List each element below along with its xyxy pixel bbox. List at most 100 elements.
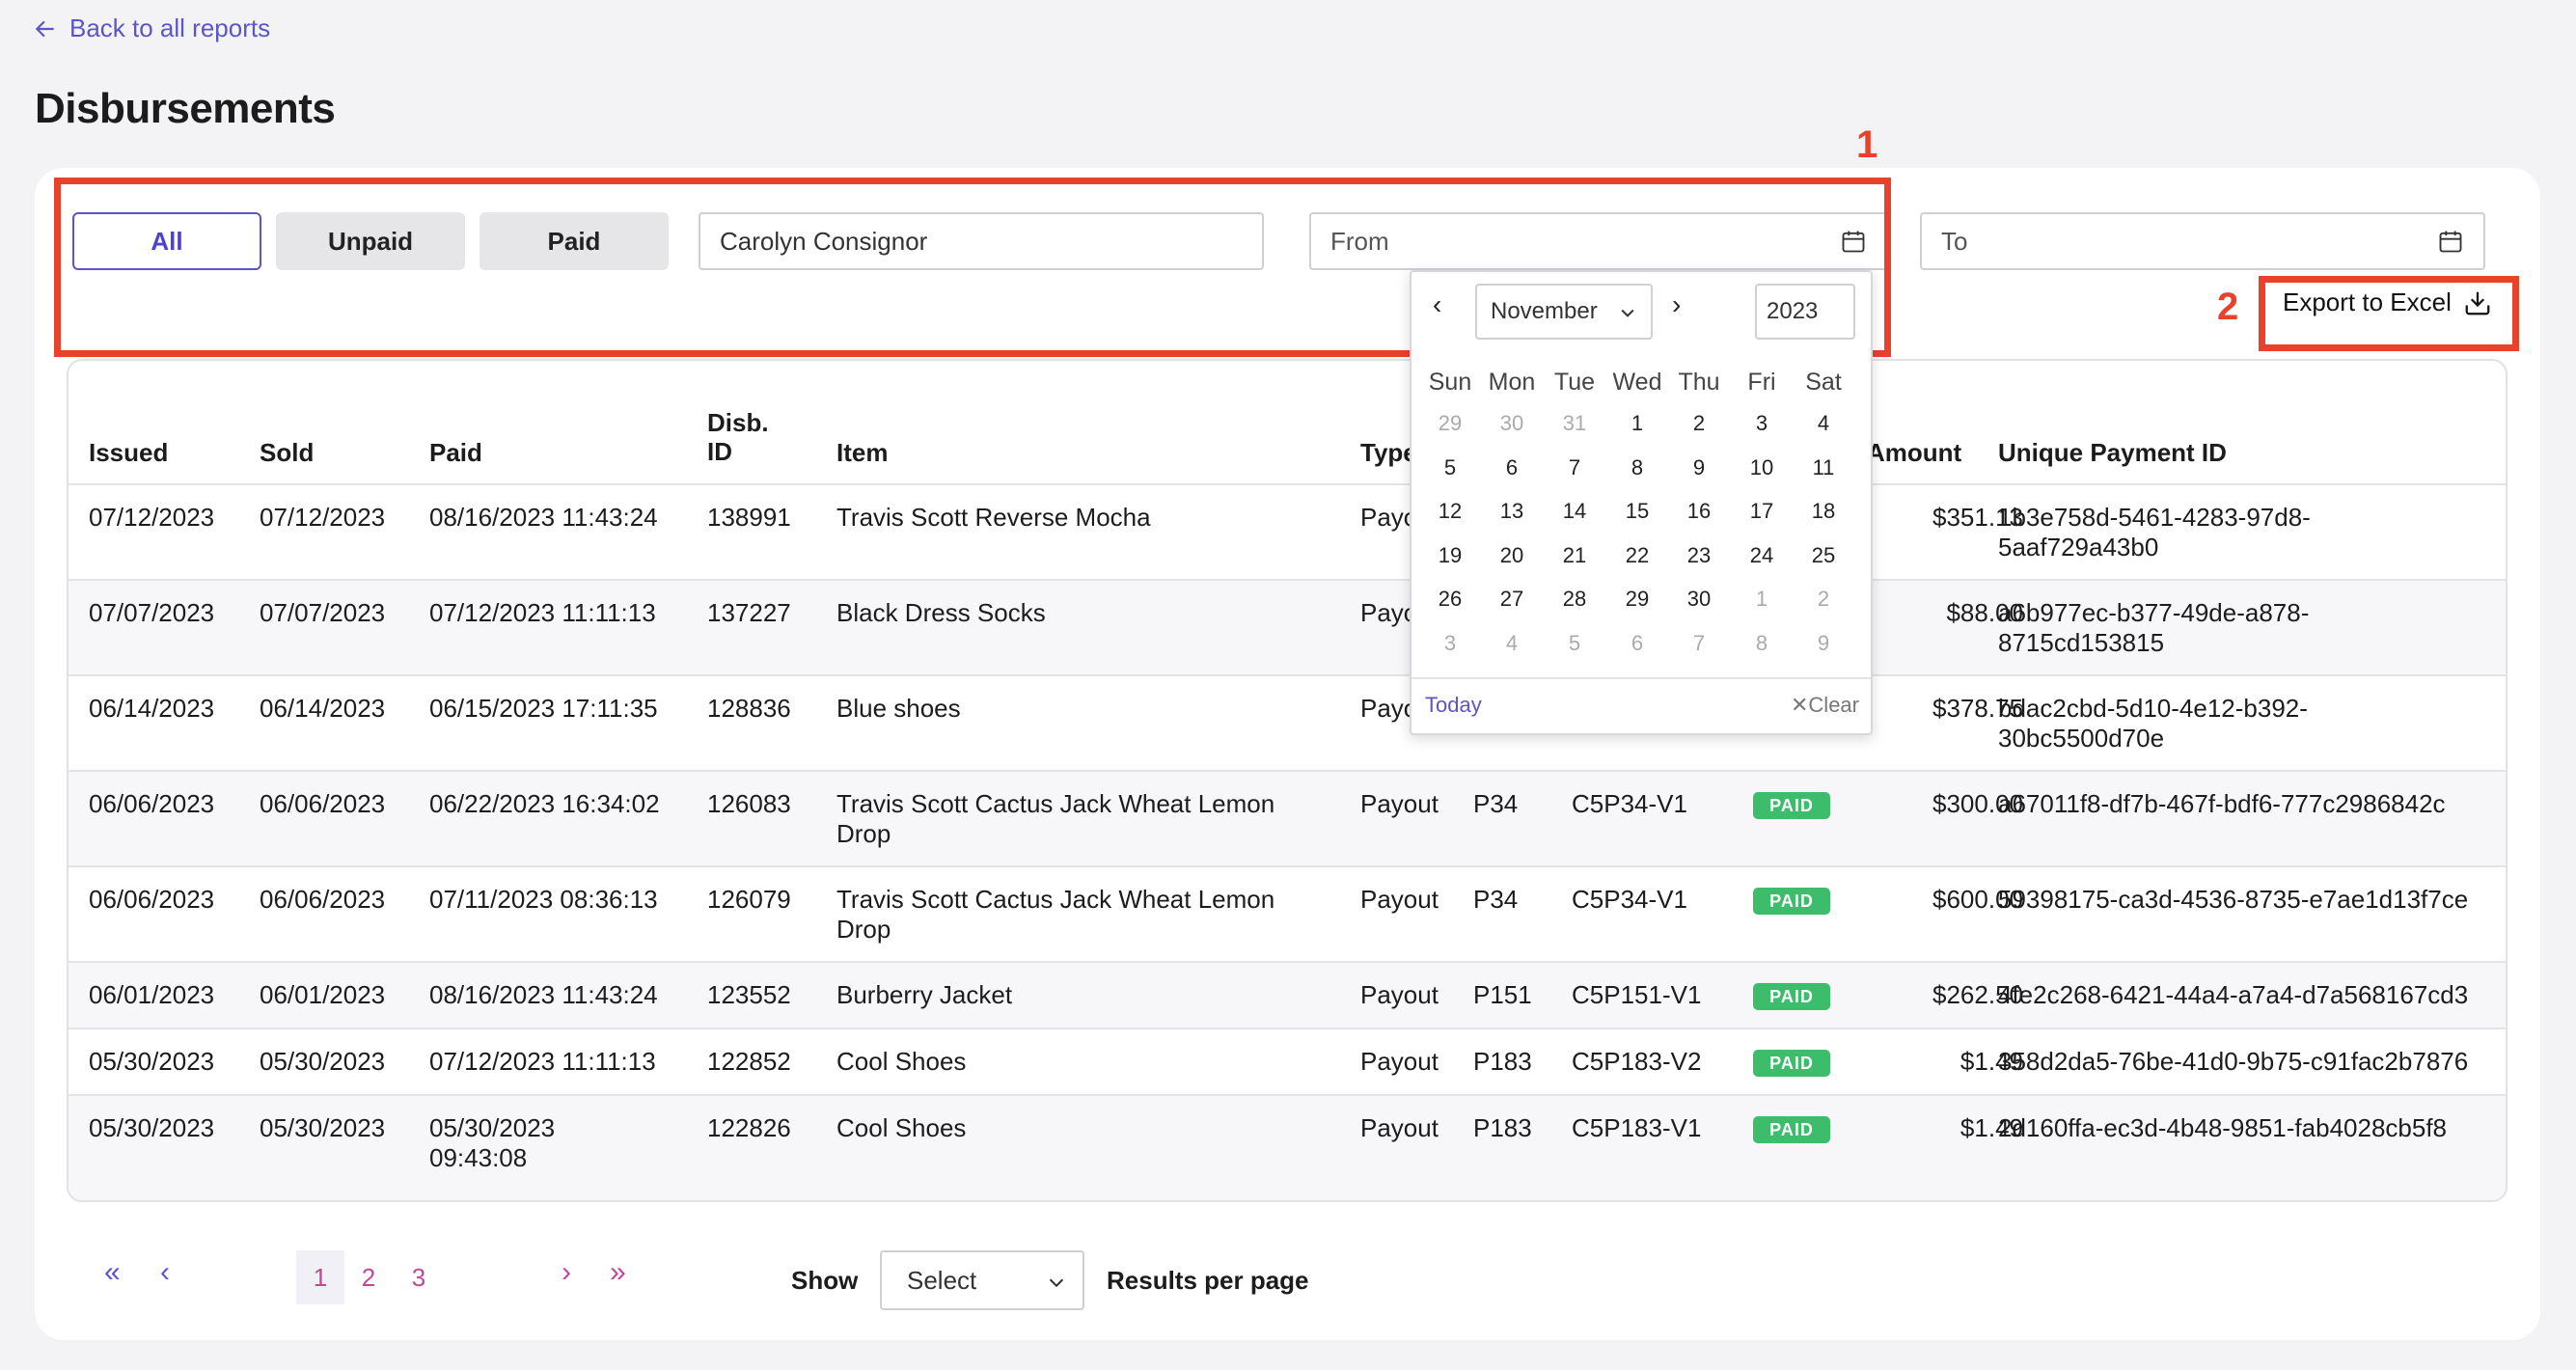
first-page-icon[interactable]: « — [104, 1256, 121, 1288]
calendar-day[interactable]: 8 — [1631, 454, 1644, 480]
year-input[interactable]: 2023 — [1755, 284, 1855, 340]
calendar-day[interactable]: 2 — [1817, 587, 1830, 611]
calendar-day[interactable]: 30 — [1686, 587, 1712, 611]
calendar-day[interactable]: 9 — [1692, 454, 1706, 480]
cell-amount-text: $88.00 — [1946, 598, 2023, 627]
filter-unpaid-button[interactable]: Unpaid — [276, 212, 465, 270]
calendar-day[interactable]: 21 — [1562, 542, 1587, 567]
calendar-day[interactable]: 8 — [1755, 630, 1768, 655]
cell-sold: 05/30/2023 — [260, 1047, 385, 1077]
calendar-day[interactable]: 22 — [1625, 542, 1650, 567]
cell-item: Cool Shoes — [836, 1113, 966, 1143]
header-issued[interactable]: Issued — [89, 438, 169, 467]
chevron-down-icon — [1049, 1278, 1064, 1288]
header-paid[interactable]: Paid — [429, 438, 482, 467]
cell-code: P183 — [1473, 1113, 1532, 1143]
cell-sku: C5P34-V1 — [1572, 789, 1687, 819]
calendar-day[interactable]: 29 — [1438, 411, 1463, 435]
back-link[interactable]: Back to all reports — [33, 14, 270, 43]
header-type[interactable]: Type — [1360, 438, 1417, 467]
page-1-button[interactable]: 1 — [296, 1250, 344, 1304]
calendar-day[interactable]: 24 — [1749, 542, 1774, 567]
annotation-label-1: 1 — [1856, 123, 1878, 166]
cell-uid-text: a67011f8-df7b-467f-bdf6-777c2986842c — [1998, 789, 2446, 818]
calendar-day[interactable]: 30 — [1499, 411, 1524, 435]
cell-amount-text: $1.49 — [1959, 1113, 2023, 1142]
header-disb-id-line2: ID — [707, 437, 732, 466]
calendar-day[interactable]: 9 — [1817, 630, 1830, 655]
calendar-day[interactable]: 5 — [1443, 454, 1457, 480]
annotation-box-2 — [2259, 276, 2519, 351]
calendar-day[interactable]: 1 — [1631, 411, 1644, 435]
cell-sold-text: 06/14/2023 — [260, 694, 386, 723]
calendar-day[interactable]: 6 — [1505, 454, 1519, 480]
calendar-day[interactable]: 20 — [1499, 542, 1524, 567]
calendar-day[interactable]: 3 — [1755, 411, 1768, 435]
calendar-day[interactable]: 23 — [1686, 542, 1712, 567]
to-date-input[interactable]: To — [1920, 212, 2485, 270]
calendar-day[interactable]: 7 — [1692, 630, 1706, 655]
calendar-day[interactable]: 19 — [1438, 542, 1463, 567]
calendar-day[interactable]: 7 — [1568, 454, 1581, 480]
status-badge: PAID — [1753, 983, 1830, 1010]
calendar-day[interactable]: 17 — [1749, 499, 1774, 523]
export-excel-button[interactable]: Export to Excel — [2283, 288, 2494, 317]
calendar-day[interactable]: 14 — [1562, 499, 1587, 523]
calendar-day[interactable]: 10 — [1749, 454, 1774, 480]
from-date-input[interactable]: From — [1309, 212, 1888, 270]
calendar-icon[interactable] — [2437, 228, 2464, 255]
filter-all-button[interactable]: All — [72, 212, 261, 270]
calendar-day[interactable]: 2 — [1692, 411, 1706, 435]
last-page-icon[interactable]: » — [610, 1256, 626, 1288]
calendar-day[interactable]: 11 — [1812, 454, 1835, 480]
calendar-day[interactable]: 29 — [1625, 587, 1650, 611]
header-unique-payment-id[interactable]: Unique Payment ID — [1998, 438, 2227, 467]
calendar-day[interactable]: 25 — [1811, 542, 1836, 567]
today-button[interactable]: Today — [1425, 693, 1482, 717]
calendar-day[interactable]: 4 — [1817, 411, 1830, 435]
cell-disb-text: 126079 — [707, 885, 791, 914]
cell-amount-text: $300.00 — [1932, 789, 2023, 818]
prev-page-icon[interactable]: ‹ — [160, 1256, 170, 1288]
month-select[interactable]: November — [1475, 284, 1653, 340]
cell-issued-text: 06/06/2023 — [89, 885, 215, 914]
header-disb-id[interactable]: Disb. ID — [707, 408, 769, 466]
clear-button[interactable]: ✕Clear — [1791, 693, 1859, 718]
cell-paid: 05/30/2023 09:43:08 — [429, 1113, 555, 1173]
calendar-icon[interactable] — [1840, 228, 1867, 255]
next-page-icon[interactable]: › — [562, 1256, 571, 1288]
table-row: 05/30/2023 05/30/2023 07/12/2023 11:11:13 1… — [69, 1028, 2506, 1094]
cell-sku-text: C5P183-V2 — [1572, 1047, 1702, 1076]
header-item[interactable]: Item — [836, 438, 889, 467]
calendar-day[interactable]: 5 — [1568, 630, 1581, 655]
cell-item-text: Travis Scott Cactus Jack Wheat Lemon — [836, 885, 1275, 914]
page-3-button[interactable]: 3 — [411, 1262, 426, 1292]
next-month-icon[interactable]: › — [1672, 289, 1682, 319]
per-page-select[interactable]: Select — [880, 1250, 1084, 1310]
calendar-day[interactable]: 4 — [1505, 630, 1519, 655]
cell-amount: $600.00 — [1932, 885, 2023, 915]
calendar-day[interactable]: 18 — [1811, 499, 1836, 523]
header-amount[interactable]: Amount — [1867, 438, 1962, 467]
cell-sold: 07/07/2023 — [260, 598, 385, 628]
calendar-day[interactable]: 6 — [1631, 630, 1644, 655]
prev-month-icon[interactable]: ‹ — [1433, 289, 1442, 319]
calendar-day[interactable]: 16 — [1686, 499, 1712, 523]
calendar-day[interactable]: 28 — [1562, 587, 1587, 611]
header-sold[interactable]: Sold — [260, 438, 315, 467]
cell-sku-text: C5P151-V1 — [1572, 980, 1702, 1009]
calendar-day[interactable]: 31 — [1562, 411, 1587, 435]
calendar-day[interactable]: 13 — [1499, 499, 1524, 523]
cell-disb-text: 126083 — [707, 789, 791, 818]
calendar-day[interactable]: 26 — [1438, 587, 1463, 611]
calendar-day[interactable]: 12 — [1438, 499, 1463, 523]
calendar-day[interactable]: 3 — [1443, 630, 1457, 655]
calendar-day[interactable]: 1 — [1755, 587, 1768, 611]
filter-paid-button[interactable]: Paid — [480, 212, 669, 270]
cell-amount: $378.75 — [1932, 694, 2023, 724]
consignor-input[interactable]: Carolyn Consignor — [699, 212, 1264, 270]
page-2-button[interactable]: 2 — [361, 1262, 376, 1292]
weekday-label: Thu — [1678, 369, 1720, 396]
calendar-day[interactable]: 15 — [1625, 499, 1650, 523]
calendar-day[interactable]: 27 — [1499, 587, 1524, 611]
